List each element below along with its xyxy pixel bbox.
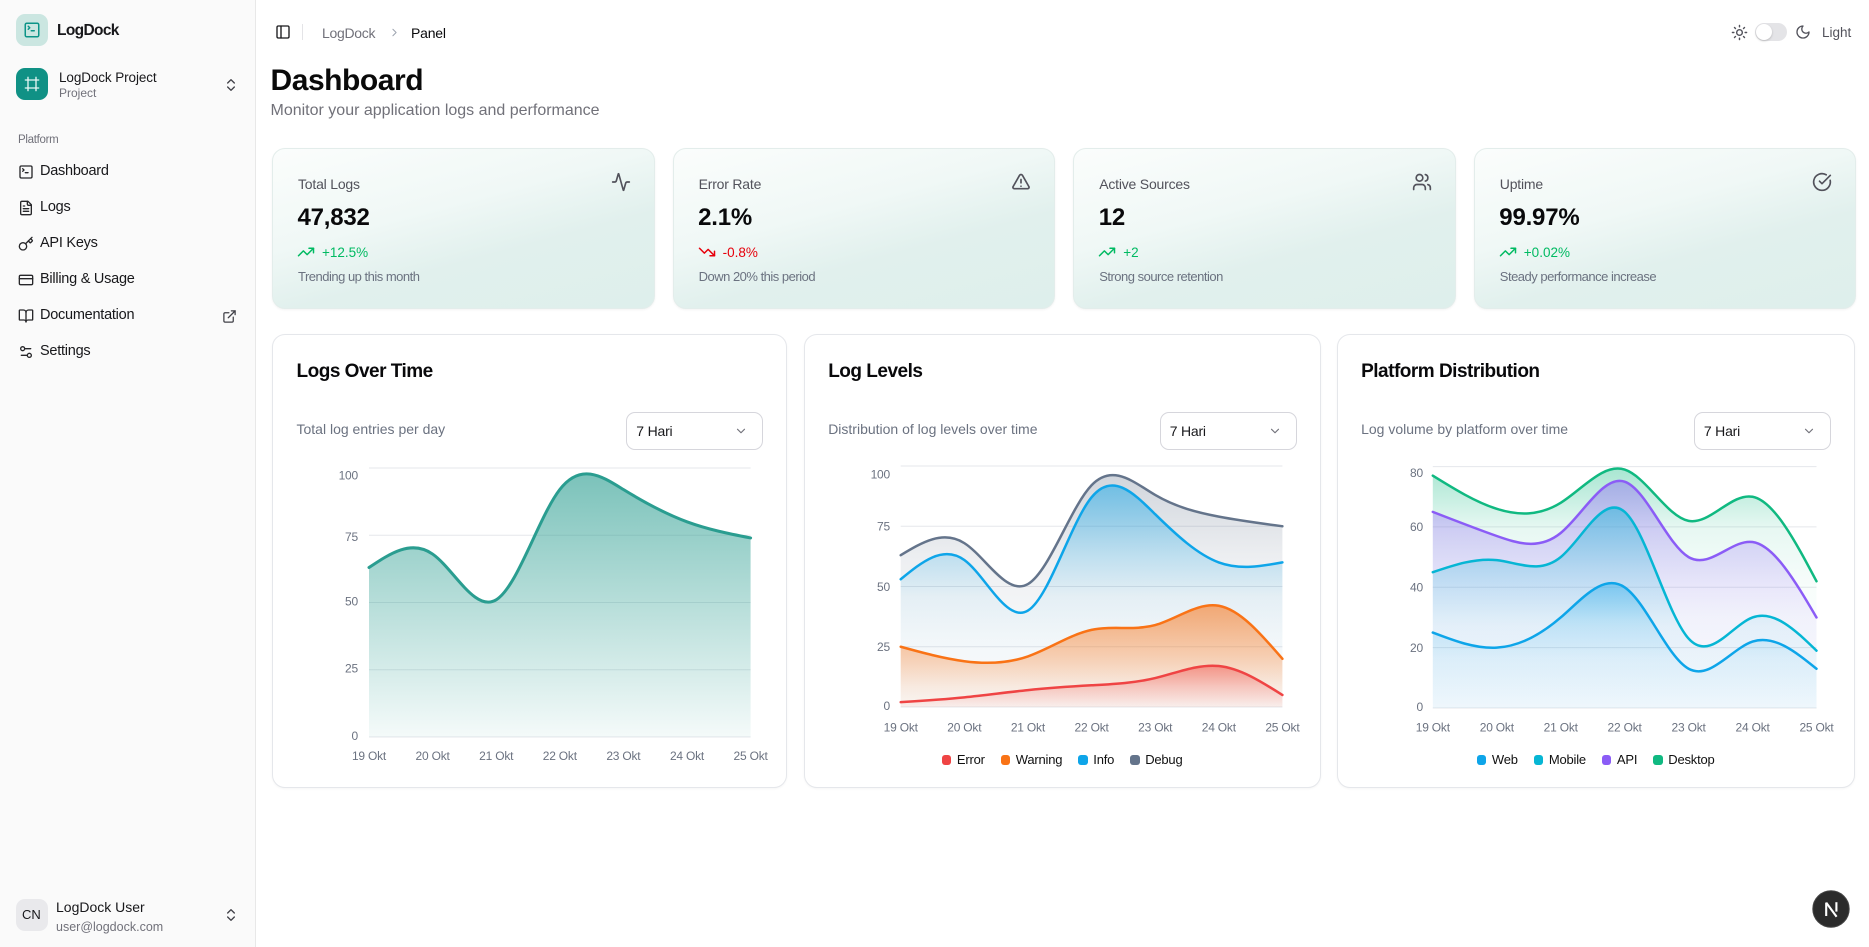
svg-text:20 Okt: 20 Okt (947, 720, 982, 734)
svg-text:23 Okt: 23 Okt (1671, 720, 1706, 734)
svg-text:75: 75 (345, 530, 358, 544)
svg-text:25 Okt: 25 Okt (734, 749, 769, 763)
svg-text:25: 25 (345, 661, 358, 675)
svg-text:24 Okt: 24 Okt (670, 749, 705, 763)
svg-text:20: 20 (1410, 641, 1423, 655)
svg-text:80: 80 (1410, 466, 1423, 480)
svg-text:100: 100 (870, 467, 890, 481)
svg-text:22 Okt: 22 Okt (1607, 720, 1642, 734)
svg-text:0: 0 (352, 729, 359, 743)
svg-text:21 Okt: 21 Okt (1011, 720, 1046, 734)
svg-text:19 Okt: 19 Okt (883, 720, 918, 734)
svg-text:25: 25 (877, 640, 890, 654)
svg-text:100: 100 (339, 468, 359, 482)
svg-text:25 Okt: 25 Okt (1799, 720, 1834, 734)
svg-text:0: 0 (883, 699, 890, 713)
svg-text:19 Okt: 19 Okt (1415, 720, 1450, 734)
svg-text:50: 50 (345, 594, 358, 608)
svg-text:40: 40 (1410, 581, 1423, 595)
svg-text:23 Okt: 23 Okt (606, 749, 641, 763)
svg-text:60: 60 (1410, 520, 1423, 534)
svg-text:23 Okt: 23 Okt (1138, 720, 1173, 734)
svg-text:21 Okt: 21 Okt (479, 749, 514, 763)
svg-text:0: 0 (1416, 700, 1423, 714)
svg-text:22 Okt: 22 Okt (1074, 720, 1109, 734)
svg-text:24 Okt: 24 Okt (1201, 720, 1236, 734)
svg-text:50: 50 (877, 580, 890, 594)
svg-text:24 Okt: 24 Okt (1735, 720, 1770, 734)
svg-text:22 Okt: 22 Okt (543, 749, 578, 763)
svg-text:20 Okt: 20 Okt (1479, 720, 1514, 734)
svg-text:25 Okt: 25 Okt (1265, 720, 1300, 734)
svg-text:75: 75 (877, 520, 890, 534)
svg-text:20 Okt: 20 Okt (416, 749, 451, 763)
svg-text:19 Okt: 19 Okt (352, 749, 387, 763)
svg-text:21 Okt: 21 Okt (1543, 720, 1578, 734)
